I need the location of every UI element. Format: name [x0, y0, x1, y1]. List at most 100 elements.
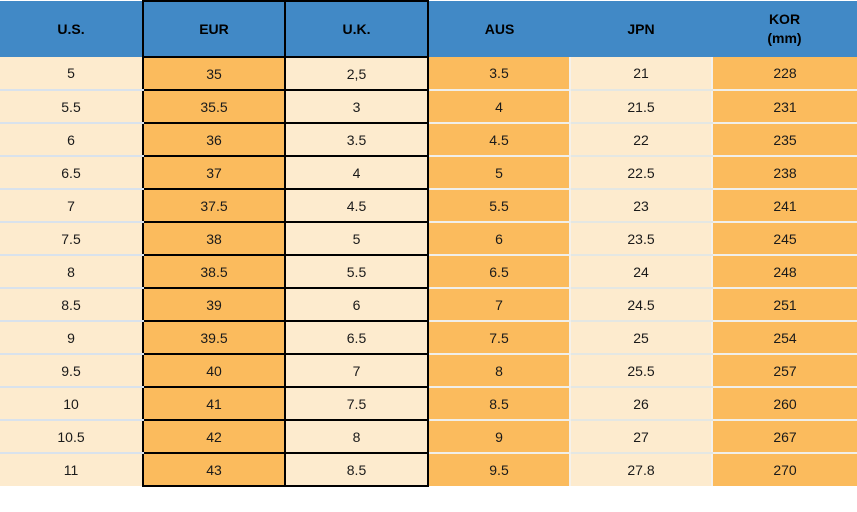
- cell-eur: 38: [142, 221, 286, 256]
- cell-eur: 35.5: [142, 89, 286, 124]
- cell-us: 5.5: [0, 90, 143, 124]
- table-row: 7 37.5 4.5 5.5 23 241: [0, 188, 857, 223]
- cell-kor: 257: [712, 354, 857, 388]
- cell-uk: 3.5: [284, 122, 429, 157]
- cell-us: 7: [0, 189, 143, 223]
- cell-aus: 6.5: [428, 255, 570, 289]
- cell-us: 9.5: [0, 354, 143, 388]
- cell-eur: 36: [142, 122, 286, 157]
- cell-us: 6.5: [0, 156, 143, 190]
- cell-uk: 5.5: [284, 254, 429, 289]
- cell-kor: 245: [712, 222, 857, 256]
- cell-kor: 248: [712, 255, 857, 289]
- column-header-jpn-label: JPN: [627, 20, 655, 37]
- table-row: 10 41 7.5 8.5 26 260: [0, 386, 857, 421]
- cell-jpn: 27: [569, 420, 713, 454]
- table-row: 6.5 37 4 5 22.5 238: [0, 155, 857, 190]
- cell-jpn: 22: [569, 123, 713, 157]
- cell-eur: 37: [142, 155, 286, 190]
- cell-uk: 8.5: [284, 452, 429, 487]
- cell-us: 8.5: [0, 288, 143, 322]
- cell-aus: 8.5: [428, 387, 570, 421]
- column-header-uk: U.K.: [284, 0, 429, 58]
- table-row: 10.5 42 8 9 27 267: [0, 419, 857, 454]
- cell-uk: 6: [284, 287, 429, 322]
- shoe-size-conversion-table: U.S. EUR U.K. AUS JPN KOR (mm) 5 35 2,5 3.5…: [0, 0, 857, 487]
- cell-eur: 43: [142, 452, 286, 487]
- cell-eur: 37.5: [142, 188, 286, 223]
- column-header-eur: EUR: [142, 0, 286, 58]
- cell-kor: 254: [712, 321, 857, 355]
- cell-aus: 7.5: [428, 321, 570, 355]
- cell-eur: 35: [142, 56, 286, 91]
- cell-jpn: 23: [569, 189, 713, 223]
- column-header-eur-label: EUR: [199, 20, 229, 37]
- cell-eur: 42: [142, 419, 286, 454]
- cell-uk: 8: [284, 419, 429, 454]
- cell-kor: 270: [712, 453, 857, 486]
- cell-aus: 9: [428, 420, 570, 454]
- cell-kor: 238: [712, 156, 857, 190]
- cell-aus: 3.5: [428, 57, 570, 91]
- column-header-us: U.S.: [0, 1, 143, 57]
- cell-uk: 4: [284, 155, 429, 190]
- cell-eur: 39.5: [142, 320, 286, 355]
- column-header-kor: KOR (mm): [712, 1, 857, 57]
- cell-us: 8: [0, 255, 143, 289]
- cell-jpn: 23.5: [569, 222, 713, 256]
- cell-aus: 7: [428, 288, 570, 322]
- table-row: 7.5 38 5 6 23.5 245: [0, 221, 857, 256]
- header-row: U.S. EUR U.K. AUS JPN KOR (mm): [0, 0, 857, 58]
- cell-us: 10: [0, 387, 143, 421]
- cell-kor: 260: [712, 387, 857, 421]
- cell-kor: 235: [712, 123, 857, 157]
- cell-us: 6: [0, 123, 143, 157]
- cell-aus: 8: [428, 354, 570, 388]
- cell-jpn: 24: [569, 255, 713, 289]
- cell-jpn: 25: [569, 321, 713, 355]
- table-row: 11 43 8.5 9.5 27.8 270: [0, 452, 857, 487]
- cell-uk: 4.5: [284, 188, 429, 223]
- cell-jpn: 21: [569, 57, 713, 91]
- cell-eur: 39: [142, 287, 286, 322]
- cell-us: 10.5: [0, 420, 143, 454]
- cell-aus: 6: [428, 222, 570, 256]
- cell-uk: 7.5: [284, 386, 429, 421]
- column-header-aus: AUS: [428, 1, 570, 57]
- cell-kor: 241: [712, 189, 857, 223]
- column-header-aus-label: AUS: [484, 20, 515, 37]
- column-header-jpn: JPN: [570, 1, 712, 57]
- cell-aus: 4.5: [428, 123, 570, 157]
- cell-aus: 4: [428, 90, 570, 124]
- cell-uk: 2,5: [284, 56, 429, 91]
- table-row: 6 36 3.5 4.5 22 235: [0, 122, 857, 157]
- cell-us: 9: [0, 321, 143, 355]
- cell-eur: 41: [142, 386, 286, 421]
- table-row: 9.5 40 7 8 25.5 257: [0, 353, 857, 388]
- cell-us: 7.5: [0, 222, 143, 256]
- cell-us: 5: [0, 57, 143, 91]
- table-row: 5 35 2,5 3.5 21 228: [0, 56, 857, 91]
- column-header-kor-unit: (mm): [767, 30, 802, 46]
- cell-aus: 9.5: [428, 453, 570, 486]
- table-row: 5.5 35.5 3 4 21.5 231: [0, 89, 857, 124]
- cell-jpn: 26: [569, 387, 713, 421]
- table-header: U.S. EUR U.K. AUS JPN KOR (mm): [0, 0, 857, 58]
- cell-jpn: 21.5: [569, 90, 713, 124]
- cell-eur: 40: [142, 353, 286, 388]
- cell-aus: 5.5: [428, 189, 570, 223]
- cell-uk: 5: [284, 221, 429, 256]
- column-header-kor-label: KOR: [768, 11, 801, 27]
- cell-kor: 228: [712, 57, 857, 91]
- cell-jpn: 27.8: [569, 453, 713, 486]
- cell-jpn: 24.5: [569, 288, 713, 322]
- cell-kor: 251: [712, 288, 857, 322]
- cell-aus: 5: [428, 156, 570, 190]
- table-row: 9 39.5 6.5 7.5 25 254: [0, 320, 857, 355]
- cell-jpn: 25.5: [569, 354, 713, 388]
- table-body: 5 35 2,5 3.5 21 228 5.5 35.5 3 4 21.5 231 6 36 3.5 4.5 2…: [0, 56, 857, 487]
- cell-jpn: 22.5: [569, 156, 713, 190]
- table-row: 8.5 39 6 7 24.5 251: [0, 287, 857, 322]
- cell-uk: 6.5: [284, 320, 429, 355]
- column-header-uk-label: U.K.: [342, 20, 371, 37]
